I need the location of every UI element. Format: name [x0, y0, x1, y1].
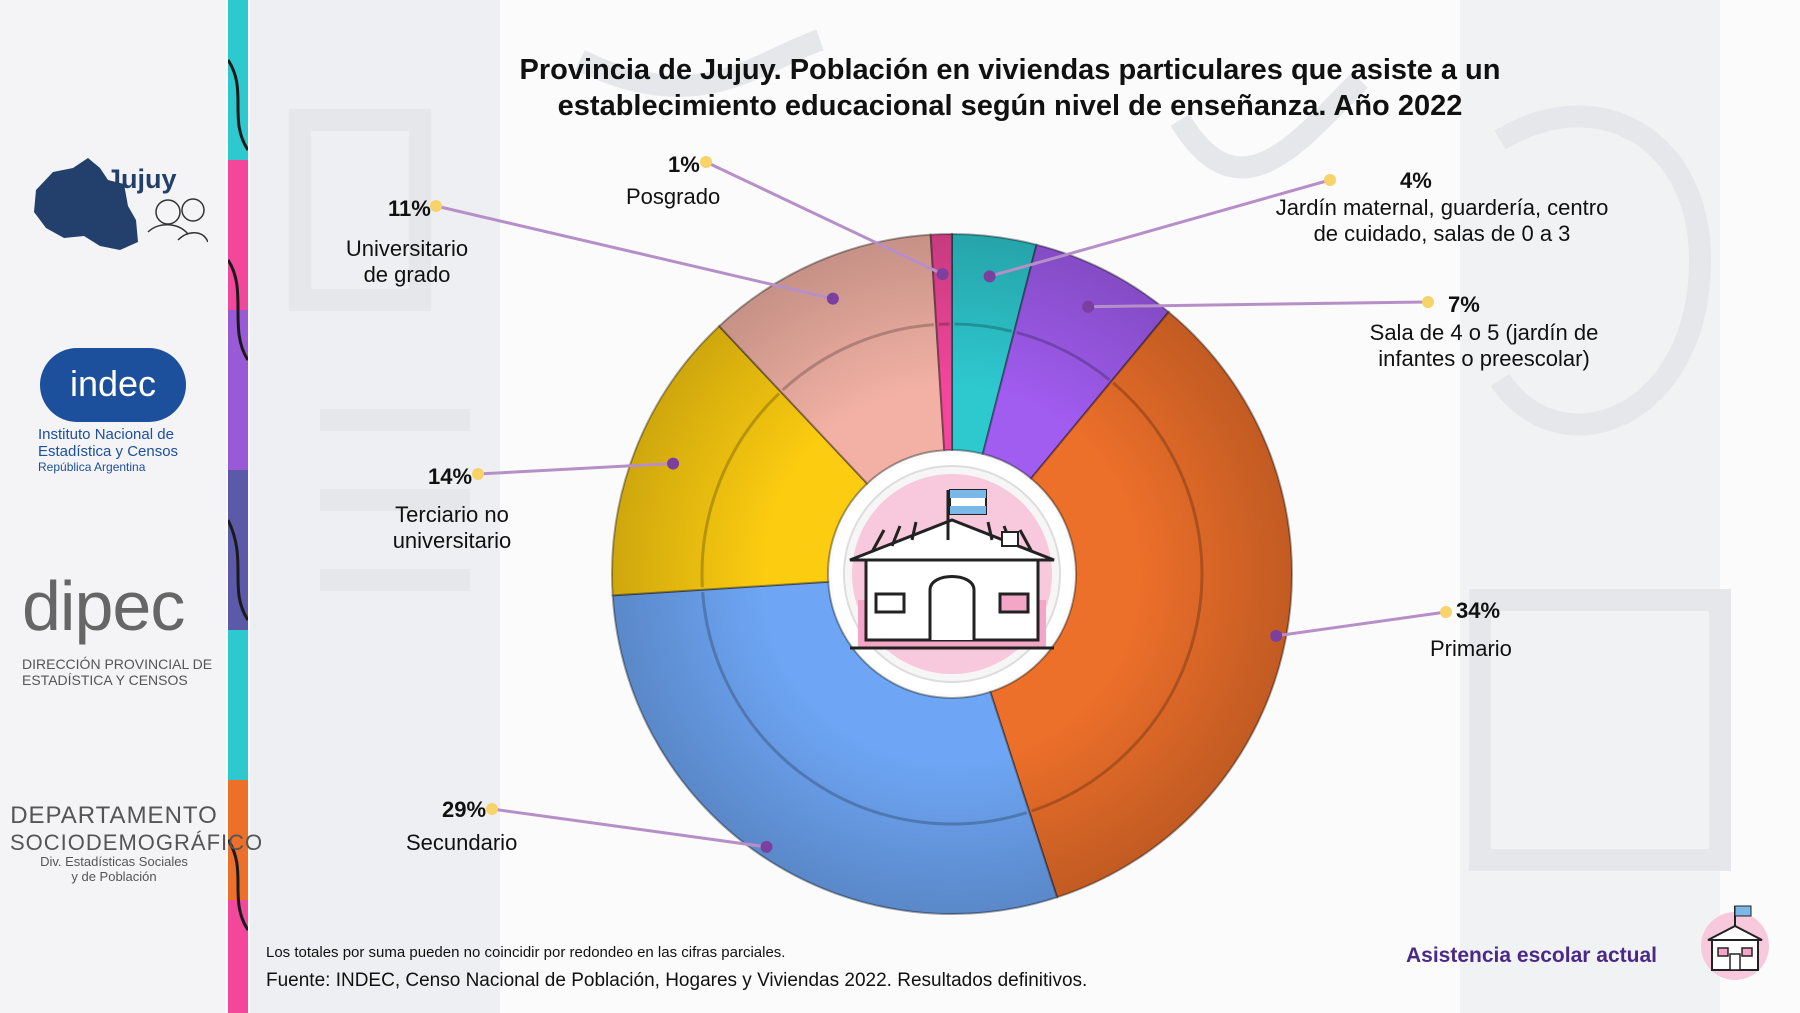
indec-caption: Instituto Nacional de Estadística y Cens…	[38, 426, 178, 474]
leader-line-primario	[1275, 610, 1447, 638]
dipec-logo: dipec	[22, 566, 185, 647]
indec-logo-text: indec	[70, 363, 156, 404]
decorative-stripe	[228, 0, 248, 1013]
leader-dot-outer-universitario	[430, 200, 442, 212]
jujuy-logo: Jujuy	[34, 158, 208, 250]
school-building-icon	[832, 454, 1072, 694]
leader-dot-inner-sala	[1082, 300, 1095, 313]
leader-dot-outer-posgrado	[700, 156, 712, 168]
label-jardin-line2: de cuidado, salas de 0 a 3	[1313, 221, 1571, 246]
label-sala-line2: infantes o preescolar)	[1378, 346, 1590, 371]
leader-dot-outer-secundario	[486, 803, 498, 815]
leader-dot-inner-universitario	[826, 292, 839, 305]
jujuy-logo-text: Jujuy	[106, 164, 177, 194]
label-secundario: Secundario	[406, 830, 517, 856]
dipec-caption-line2: ESTADÍSTICA Y CENSOS	[22, 672, 188, 689]
label-terciario: Terciario no universitario	[372, 502, 532, 554]
leader-dot-outer-jardin	[1324, 174, 1336, 186]
leader-dot-inner-posgrado	[936, 268, 949, 281]
leader-dot-inner-terciario	[667, 457, 680, 470]
leader-dot-outer-terciario	[472, 468, 484, 480]
pct-secundario: 29%	[442, 797, 487, 822]
label-secundario-line1: Secundario	[406, 830, 518, 855]
leader-line-universitario	[435, 204, 834, 301]
leader-line-terciario	[477, 462, 674, 476]
label-jardin: Jardín maternal, guardería, centro de cu…	[1262, 195, 1622, 247]
source-note: Fuente: INDEC, Censo Nacional de Poblaci…	[266, 970, 1088, 991]
label-posgrado: Posgrado	[626, 184, 720, 210]
departamento-line4: y de Población	[71, 868, 157, 884]
pct-universitario: 11%	[388, 196, 431, 221]
chart-title: Provincia de Jujuy. Población en viviend…	[519, 54, 1501, 122]
leader-dot-inner-secundario	[760, 840, 773, 853]
indec-caption-line2: Estadística y Censos	[38, 443, 179, 461]
label-universitario-line2: de grado	[363, 262, 451, 287]
departamento-line3: Div. Estadísticas Sociales	[40, 853, 188, 869]
leader-dot-outer-primario	[1440, 606, 1452, 618]
leader-line-sala	[1088, 300, 1429, 309]
label-posgrado-line1: Posgrado	[626, 184, 721, 209]
label-jardin-line1: Jardín maternal, guardería, centro	[1275, 195, 1609, 220]
label-sala-line1: Sala de 4 o 5 (jardín de	[1369, 320, 1599, 345]
label-universitario-line1: Universitario	[345, 236, 469, 261]
pct-posgrado: 1%	[668, 152, 700, 177]
leader-line-secundario	[491, 807, 767, 849]
sidebar	[0, 0, 226, 1013]
label-primario: Primario	[1430, 636, 1512, 662]
leader-line-jardin	[989, 178, 1331, 278]
departamento-line1: DEPARTAMENTO	[10, 802, 218, 829]
dipec-caption-line1: DIRECCIÓN PROVINCIAL DE	[22, 656, 213, 672]
rounding-note: Los totales por suma pueden no coincidir…	[266, 944, 786, 961]
dipec-logo-text: dipec	[22, 567, 185, 645]
pct-sala: 7%	[1448, 292, 1480, 317]
indec-caption-line1: Instituto Nacional de	[38, 426, 174, 443]
pct-jardin: 4%	[1400, 168, 1432, 193]
pct-primario: 34%	[1456, 598, 1501, 623]
school-icon	[1701, 905, 1769, 980]
leader-dot-inner-jardin	[983, 270, 996, 283]
leader-dot-outer-sala	[1422, 296, 1434, 308]
label-sala: Sala de 4 o 5 (jardín de infantes o pree…	[1344, 320, 1624, 372]
indec-logo: indec	[40, 348, 186, 422]
section-tag: Asistencia escolar actual	[1406, 944, 1657, 967]
dipec-caption: DIRECCIÓN PROVINCIAL DE ESTADÍSTICA Y CE…	[22, 656, 212, 688]
label-universitario: Universitario de grado	[334, 236, 480, 288]
label-terciario-line2: universitario	[392, 528, 512, 553]
label-primario-line1: Primario	[1430, 636, 1512, 661]
indec-caption-line3: República Argentina	[38, 459, 146, 474]
leader-dot-inner-primario	[1270, 629, 1283, 642]
leader-line-posgrado	[705, 160, 944, 276]
label-terciario-line1: Terciario no	[395, 502, 509, 527]
pct-terciario: 14%	[428, 464, 473, 489]
